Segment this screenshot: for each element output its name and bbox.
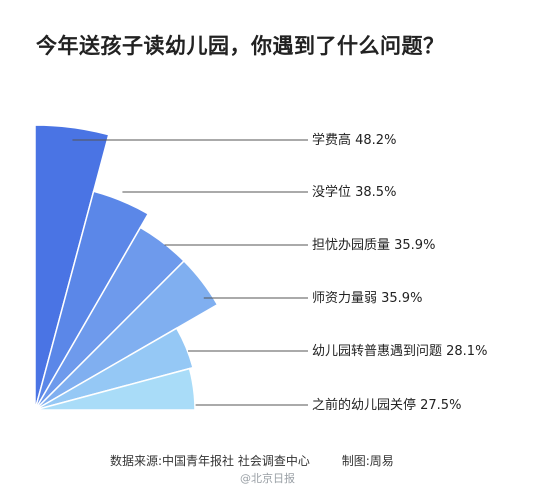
rose-wedge — [34, 327, 194, 411]
rose-wedge — [34, 259, 219, 411]
watermark: @北京日报 — [240, 472, 295, 485]
data-label: 学费高 48.2% — [312, 132, 396, 148]
credit-note: 制图:周易 — [341, 454, 394, 468]
footer: 数据来源:中国青年报社 社会调查中心 制图:周易 — [110, 452, 394, 469]
rose-wedge — [34, 190, 150, 411]
rose-wedge — [34, 367, 196, 411]
chart-title: 今年送孩子读幼儿园，你遇到了什么问题？ — [36, 34, 445, 58]
data-label: 担忧办园质量 35.9% — [312, 238, 435, 253]
data-label: 幼儿园转普惠遇到问题 28.1% — [312, 344, 487, 359]
data-label: 师资力量弱 35.9% — [312, 291, 422, 306]
source-note: 数据来源:中国青年报社 社会调查中心 — [110, 454, 310, 468]
data-label: 没学位 38.5% — [312, 184, 396, 200]
data-label: 之前的幼儿园关停 27.5% — [312, 397, 461, 413]
